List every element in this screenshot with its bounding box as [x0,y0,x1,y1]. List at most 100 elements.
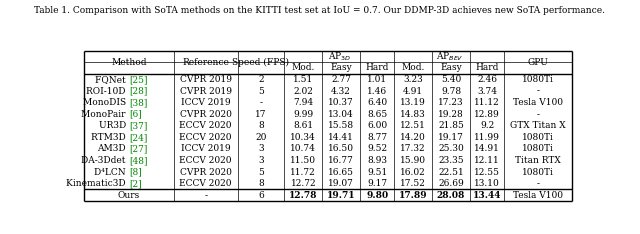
Text: Reference: Reference [182,58,229,67]
Text: Tesla V100: Tesla V100 [513,98,563,107]
Text: 5.40: 5.40 [441,75,461,84]
Text: 9.99: 9.99 [293,110,314,119]
Text: 15.90: 15.90 [400,156,426,165]
Text: 8.93: 8.93 [367,156,387,165]
Text: 8: 8 [258,179,264,188]
Text: ICCV 2019: ICCV 2019 [181,144,230,154]
Text: [48]: [48] [129,156,147,165]
Text: 9.17: 9.17 [367,179,387,188]
Text: 13.44: 13.44 [473,191,501,200]
Text: 14.91: 14.91 [474,144,500,154]
Text: -: - [537,110,540,119]
Text: 11.99: 11.99 [474,133,500,142]
Text: 12.11: 12.11 [474,156,500,165]
Text: 19.71: 19.71 [326,191,355,200]
Text: [27]: [27] [129,144,147,154]
Text: CVPR 2020: CVPR 2020 [180,168,232,177]
Text: 6.00: 6.00 [367,121,387,130]
Text: 2.77: 2.77 [331,75,351,84]
Text: 1080Ti: 1080Ti [522,168,554,177]
Text: ECCV 2020: ECCV 2020 [179,156,232,165]
Text: 6.40: 6.40 [367,98,387,107]
Text: 17: 17 [255,110,267,119]
Text: 25.30: 25.30 [438,144,464,154]
Text: Easy: Easy [440,63,462,73]
Text: 8.61: 8.61 [293,121,314,130]
Text: 19.28: 19.28 [438,110,464,119]
Text: 6: 6 [258,191,264,200]
Text: Easy: Easy [330,63,352,73]
Text: 16.65: 16.65 [328,168,354,177]
Text: MonoDIS: MonoDIS [83,98,129,107]
Text: Table 1. Comparison with SoTA methods on the KITTI test set at IoU = 0.7. Our DD: Table 1. Comparison with SoTA methods on… [35,6,605,15]
Text: 11.72: 11.72 [291,168,316,177]
Text: 9.51: 9.51 [367,168,387,177]
Text: D⁴LCN: D⁴LCN [94,168,129,177]
Text: Speed (FPS): Speed (FPS) [232,58,289,67]
Text: Kinematic3D: Kinematic3D [67,179,129,188]
Text: 15.58: 15.58 [328,121,354,130]
Text: 8.65: 8.65 [367,110,387,119]
Text: AP$_{BEV}$: AP$_{BEV}$ [435,50,463,63]
Text: 1080Ti: 1080Ti [522,75,554,84]
Text: [25]: [25] [129,75,147,84]
Text: CVPR 2019: CVPR 2019 [180,75,232,84]
Text: -: - [204,191,207,200]
Text: 9.52: 9.52 [367,144,387,154]
Text: MonoPair: MonoPair [81,110,129,119]
Text: UR3D: UR3D [99,121,129,130]
Text: 17.32: 17.32 [401,144,426,154]
Text: ECCV 2020: ECCV 2020 [179,133,232,142]
Text: 2.46: 2.46 [477,75,497,84]
Text: 14.41: 14.41 [328,133,354,142]
Text: 12.89: 12.89 [474,110,500,119]
Text: 11.50: 11.50 [291,156,316,165]
Text: Mod.: Mod. [401,63,425,73]
Text: 14.83: 14.83 [401,110,426,119]
Text: 10.37: 10.37 [328,98,354,107]
Text: ECCV 2020: ECCV 2020 [179,179,232,188]
Text: RTM3D: RTM3D [92,133,129,142]
Text: [2]: [2] [129,179,141,188]
Text: Titan RTX: Titan RTX [515,156,561,165]
Text: -: - [537,179,540,188]
Text: 13.04: 13.04 [328,110,354,119]
Text: 20: 20 [255,133,267,142]
Text: 11.12: 11.12 [474,98,500,107]
Text: 17.52: 17.52 [400,179,426,188]
Text: -: - [259,98,262,107]
Text: 9.2: 9.2 [480,121,494,130]
Text: 8: 8 [258,121,264,130]
Text: -: - [537,87,540,96]
Text: 3: 3 [258,144,264,154]
Text: Mod.: Mod. [292,63,315,73]
Text: 10.74: 10.74 [291,144,316,154]
Text: 4.91: 4.91 [403,87,423,96]
Text: 5: 5 [258,168,264,177]
Text: 7.94: 7.94 [293,98,314,107]
Text: 13.19: 13.19 [401,98,426,107]
Text: ICCV 2019: ICCV 2019 [181,98,230,107]
Text: 4.32: 4.32 [331,87,351,96]
Text: 10.34: 10.34 [291,133,316,142]
Text: Hard: Hard [476,63,499,73]
Text: FQNet: FQNet [95,75,129,84]
Text: GPU: GPU [528,58,548,67]
Text: CVPR 2019: CVPR 2019 [180,87,232,96]
Text: 17.23: 17.23 [438,98,464,107]
Text: 26.69: 26.69 [438,179,464,188]
Text: 3: 3 [258,156,264,165]
Text: GTX Titan X: GTX Titan X [510,121,566,130]
Text: 3.23: 3.23 [403,75,423,84]
Text: 1.01: 1.01 [367,75,387,84]
Text: 9.80: 9.80 [366,191,388,200]
Text: Hard: Hard [365,63,389,73]
Text: 28.08: 28.08 [437,191,465,200]
Text: 19.17: 19.17 [438,133,464,142]
Text: 1.51: 1.51 [293,75,314,84]
Text: 5: 5 [258,87,264,96]
Text: AP$_{3D}$: AP$_{3D}$ [328,50,351,63]
Text: 3.74: 3.74 [477,87,497,96]
Text: 14.20: 14.20 [401,133,426,142]
Text: 16.02: 16.02 [401,168,426,177]
